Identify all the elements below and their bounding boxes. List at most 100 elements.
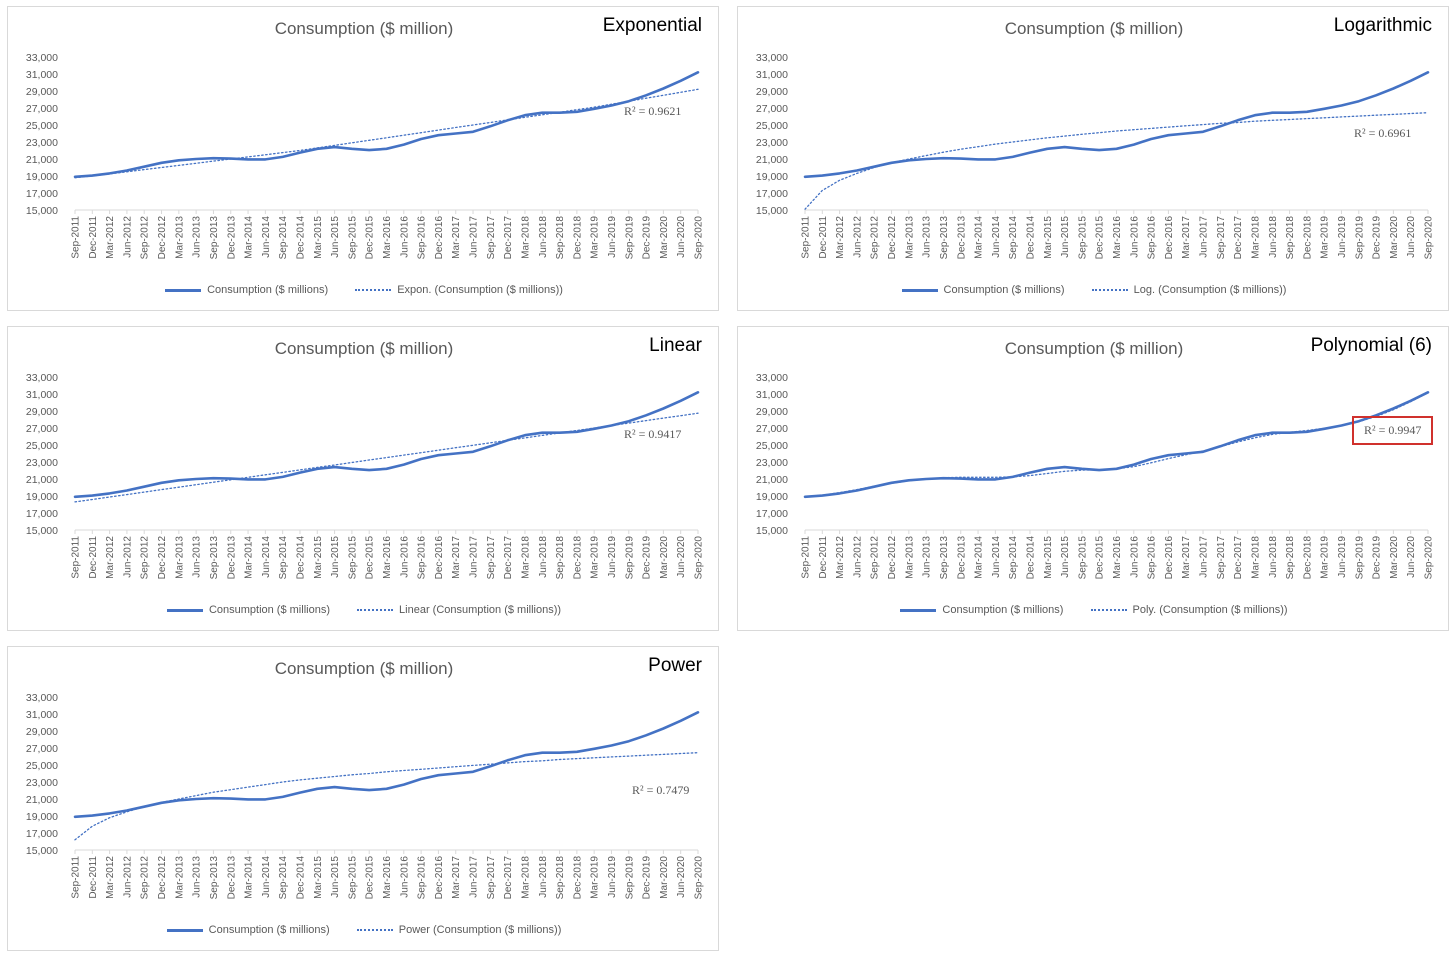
legend-dotted-line-icon — [1090, 609, 1127, 612]
y-tick-label: 27,000 — [26, 103, 58, 115]
y-tick-label: 15,000 — [756, 525, 788, 537]
x-tick-label: Sep-2015 — [1077, 216, 1088, 260]
legend-solid-line-icon — [901, 288, 938, 292]
x-tick-label: Sep-2018 — [555, 856, 566, 900]
x-tick-label: Jun-2012 — [122, 536, 133, 578]
x-tick-label: Dec-2016 — [434, 856, 445, 900]
x-tick-label: Dec-2013 — [956, 216, 967, 260]
x-tick-label: Sep-2011 — [71, 856, 82, 899]
legend-label: Consumption ($ millions) — [942, 604, 1064, 616]
legend-solid-line-icon — [900, 608, 937, 612]
legend-solid-line-icon — [166, 928, 203, 932]
x-tick-label: Mar-2020 — [1389, 536, 1400, 579]
y-tick-label: 19,000 — [26, 491, 58, 503]
x-tick-label: Dec-2013 — [226, 856, 237, 900]
legend-label: Power (Consumption ($ millions)) — [398, 924, 562, 936]
y-tick-label: 29,000 — [26, 86, 58, 98]
r-squared-label: R² = 0.9621 — [624, 104, 682, 118]
legend-solid-line-icon — [166, 608, 203, 612]
trendline-type-label: Logarithmic — [1333, 15, 1432, 36]
x-tick-label: Jun-2020 — [676, 536, 687, 578]
x-tick-label: Dec-2016 — [1164, 216, 1175, 260]
chart-title: Consumption ($ million) — [274, 19, 454, 38]
y-tick-label: 29,000 — [26, 726, 58, 738]
x-tick-label: Dec-2015 — [1095, 536, 1106, 580]
x-tick-label: Sep-2013 — [209, 216, 220, 260]
legend-item-actual: Consumption ($ millions) — [901, 284, 1065, 296]
x-tick-label: Mar-2013 — [904, 216, 915, 259]
x-tick-label: Jun-2016 — [1129, 216, 1140, 258]
consumption-series-line — [803, 391, 1430, 499]
legend-label: Consumption ($ millions) — [943, 284, 1065, 296]
y-tick-label: 19,000 — [756, 171, 788, 183]
x-tick-label: Jun-2013 — [922, 536, 933, 578]
chart-panel-logarithmic: 15,000 17,000 19,000 21,000 23,000 25,000 27,0… — [737, 6, 1449, 311]
x-tick-label: Jun-2020 — [676, 216, 687, 258]
chart-plot: 15,000 17,000 19,000 21,000 23,000 25,000 27,0… — [26, 372, 705, 580]
x-tick-label: Jun-2019 — [1337, 216, 1348, 258]
y-tick-label: 33,000 — [756, 372, 788, 384]
legend: Consumption ($ millions) Expon. (Consump… — [8, 284, 720, 296]
legend-item-trend: Log. (Consumption ($ millions)) — [1091, 284, 1286, 296]
chart-panel-polynomial: 15,000 17,000 19,000 21,000 23,000 25,000 27,0… — [737, 326, 1449, 631]
x-tick-label: Mar-2012 — [105, 856, 116, 899]
legend: Consumption ($ millions) Power (Consumpt… — [8, 924, 720, 936]
x-tick-label: Mar-2017 — [1181, 536, 1192, 579]
x-tick-label: Mar-2012 — [105, 216, 116, 259]
y-tick-label: 29,000 — [756, 86, 788, 98]
x-tick-label: Jun-2019 — [1337, 536, 1348, 578]
y-tick-label: 33,000 — [756, 52, 788, 64]
x-tick-label: Dec-2018 — [572, 536, 583, 580]
x-tick-label: Sep-2020 — [1424, 536, 1435, 580]
legend-label: Consumption ($ millions) — [208, 924, 330, 936]
x-tick-label: Sep-2013 — [939, 216, 950, 260]
x-tick-label: Mar-2014 — [974, 216, 985, 259]
x-tick-label: Jun-2018 — [1268, 216, 1279, 258]
x-tick-label: Jun-2018 — [1268, 536, 1279, 578]
x-tick-label: Jun-2013 — [192, 216, 203, 258]
legend-label: Consumption ($ millions) — [207, 284, 329, 296]
x-tick-label: Dec-2013 — [226, 536, 237, 580]
x-tick-label: Jun-2014 — [261, 216, 272, 258]
x-tick-label: Mar-2020 — [659, 856, 670, 899]
x-tick-label: Jun-2015 — [330, 216, 341, 258]
legend-item-actual: Consumption ($ millions) — [166, 924, 330, 936]
x-tick-label: Dec-2015 — [365, 216, 376, 260]
x-tick-label: Sep-2012 — [140, 536, 151, 580]
x-tick-label: Mar-2020 — [659, 216, 670, 259]
x-tick-label: Dec-2017 — [1233, 536, 1244, 580]
x-tick-label: Mar-2019 — [1320, 216, 1331, 259]
x-tick-label: Sep-2016 — [417, 216, 428, 260]
x-tick-label: Sep-2011 — [71, 536, 82, 579]
y-tick-label: 25,000 — [756, 440, 788, 452]
chart-plot: 15,000 17,000 19,000 21,000 23,000 25,000 27,0… — [756, 372, 1435, 580]
x-tick-label: Jun-2020 — [1406, 216, 1417, 258]
x-tick-label: Dec-2014 — [1025, 216, 1036, 260]
x-tick-label: Mar-2019 — [1320, 536, 1331, 579]
x-tick-label: Mar-2020 — [1389, 216, 1400, 259]
x-tick-label: Dec-2012 — [157, 216, 168, 260]
x-tick-label: Dec-2017 — [1233, 216, 1244, 260]
x-tick-label: Sep-2018 — [1285, 216, 1296, 260]
trendline-series — [74, 752, 699, 841]
x-tick-label: Mar-2014 — [244, 536, 255, 579]
chart-panel-power: 15,000 17,000 19,000 21,000 23,000 25,000 27,0… — [7, 646, 719, 951]
x-tick-label: Jun-2018 — [538, 536, 549, 578]
x-tick-label: Sep-2017 — [1216, 536, 1227, 580]
y-tick-label: 23,000 — [26, 777, 58, 789]
x-tick-label: Mar-2015 — [1043, 216, 1054, 259]
r-squared-label: R² = 0.7479 — [632, 783, 690, 797]
x-tick-label: Mar-2015 — [313, 856, 324, 899]
x-tick-label: Dec-2018 — [572, 856, 583, 900]
x-tick-label: Jun-2013 — [922, 216, 933, 258]
x-tick-label: Mar-2019 — [590, 536, 601, 579]
x-tick-label: Sep-2016 — [417, 536, 428, 580]
legend: Consumption ($ millions) Poly. (Consumpt… — [738, 604, 1450, 616]
x-tick-label: Jun-2017 — [1199, 536, 1210, 578]
x-tick-label: Sep-2014 — [278, 856, 289, 900]
x-tick-label: Mar-2018 — [520, 856, 531, 899]
x-tick-label: Jun-2018 — [538, 216, 549, 258]
x-tick-label: Dec-2019 — [642, 856, 653, 900]
x-tick-label: Sep-2011 — [71, 216, 82, 259]
legend-solid-line-icon — [165, 288, 202, 292]
